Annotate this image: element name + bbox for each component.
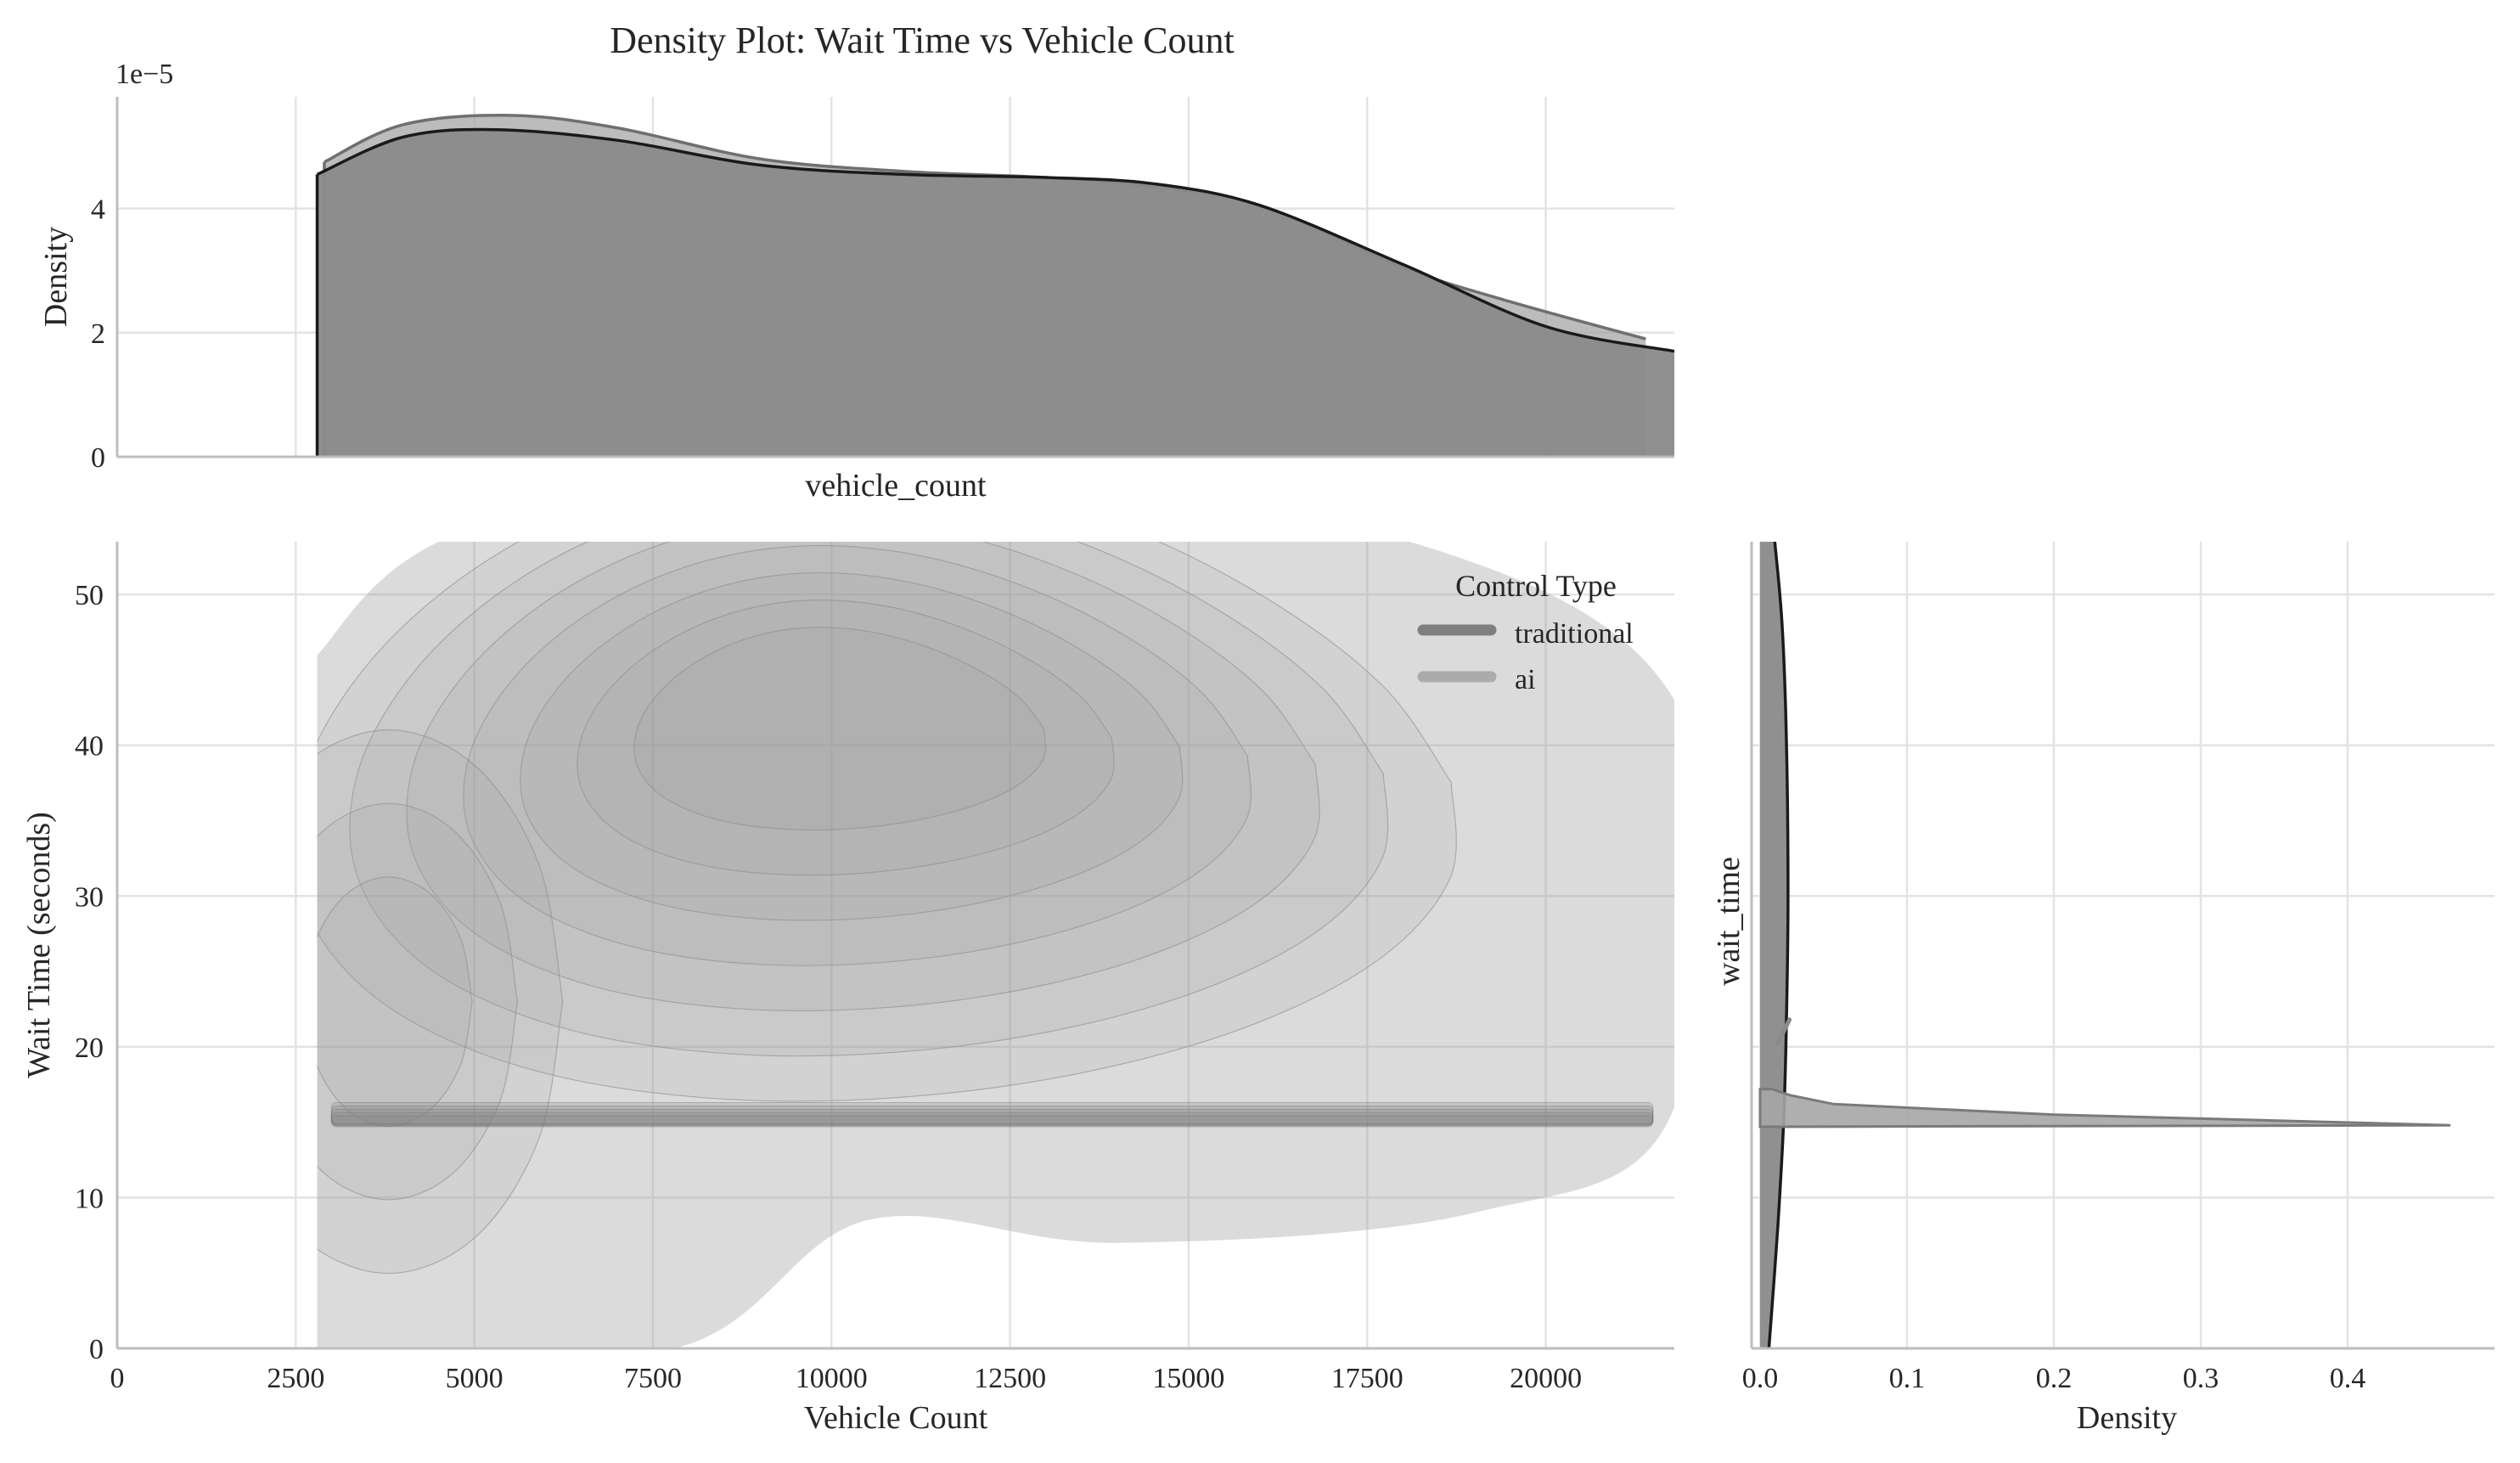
marginal-y-series xyxy=(1758,541,2451,1349)
main-y-tick-label: 50 xyxy=(75,580,104,611)
marginal-y-panel: 0.0 0.1 0.2 0.3 0.4 Density wait_time xyxy=(1711,541,2495,1436)
marginal-x-panel: 0 2 4 1e−5 Density vehicle_count xyxy=(38,59,1675,504)
contour-band-level xyxy=(520,571,1184,921)
contour-band-level xyxy=(349,542,1389,1057)
main-ylabel: Wait Time (seconds) xyxy=(21,812,57,1078)
marginal-x-ylabel: Density xyxy=(38,227,74,327)
main-kde-panel: 0 2500 5000 7500 10000 12500 15000 17500 20000 0 1… xyxy=(21,542,1674,1436)
legend-title: Control Type xyxy=(1455,569,1617,603)
contour-band-level xyxy=(317,802,519,1201)
main-y-tick-label: 30 xyxy=(75,881,104,913)
legend-label-traditional: traditional xyxy=(1515,618,1634,650)
marginal-y-grid xyxy=(1752,542,2495,1350)
contour-band-level xyxy=(317,729,564,1274)
main-x-tick-label: 0 xyxy=(110,1363,125,1394)
marginal-y-line-traditional xyxy=(1767,541,1790,1349)
main-y-tick-label: 20 xyxy=(75,1033,104,1064)
main-x-tick-label: 15000 xyxy=(1152,1363,1224,1394)
marginal-x-ticks: 0 2 4 xyxy=(91,194,105,474)
marginal-x-area-traditional xyxy=(317,129,1675,457)
marginal-y-tick-label: 0.0 xyxy=(1742,1363,1779,1394)
main-x-tick-label: 10000 xyxy=(796,1363,868,1394)
contour-band-level xyxy=(577,599,1115,876)
contour-band-level xyxy=(317,542,1457,1102)
chart-title: Density Plot: Wait Time vs Vehicle Count xyxy=(610,20,1235,61)
main-ticks: 0 2500 5000 7500 10000 12500 15000 17500 20000 0 1… xyxy=(75,580,1582,1394)
marginal-x-tick-label: 0 xyxy=(91,442,105,474)
marginal-x-offset-text: 1e−5 xyxy=(115,59,173,90)
contour-band-level xyxy=(633,627,1047,831)
main-x-tick-label: 20000 xyxy=(1510,1363,1582,1394)
marginal-y-tick-label: 0.2 xyxy=(2036,1363,2073,1394)
main-contours xyxy=(317,542,1674,1348)
main-x-tick-label: 7500 xyxy=(624,1363,682,1394)
marginal-y-tick-label: 0.3 xyxy=(2183,1363,2219,1394)
main-x-tick-label: 2500 xyxy=(267,1363,324,1394)
marginal-y-ylabel: wait_time xyxy=(1711,857,1747,986)
marginal-x-series xyxy=(315,114,1675,457)
legend-label-ai: ai xyxy=(1515,664,1536,695)
main-xlabel: Vehicle Count xyxy=(804,1400,988,1436)
contour-band-ai xyxy=(330,1105,1654,1127)
contour-band-level xyxy=(317,876,473,1127)
legend: Control Type traditional ai xyxy=(1417,569,1634,695)
marginal-x-xlabel: vehicle_count xyxy=(805,468,987,504)
main-y-tick-label: 0 xyxy=(89,1334,104,1365)
contour-bands xyxy=(317,542,1674,1348)
marginal-y-tick-label: 0.4 xyxy=(2330,1363,2366,1394)
contour-band-ai xyxy=(330,1108,1654,1126)
contour-band-ai xyxy=(330,1115,1654,1124)
main-y-tick-label: 40 xyxy=(75,731,104,762)
main-x-tick-label: 5000 xyxy=(446,1363,503,1394)
contour-band-level xyxy=(406,542,1320,1012)
marginal-y-area-ai xyxy=(1758,1088,2451,1128)
contour-band-level xyxy=(463,544,1252,966)
marginal-x-tick-label: 2 xyxy=(91,318,105,350)
marginal-y-ai-blip xyxy=(1775,1017,1792,1046)
contour-band-ai xyxy=(330,1111,1654,1125)
marginal-x-line-traditional xyxy=(316,127,1675,353)
marginal-y-xlabel: Density xyxy=(2077,1400,2177,1436)
contour-band-outer xyxy=(317,542,1674,1348)
marginal-x-tick-label: 4 xyxy=(91,194,105,226)
marginal-y-ticks: 0.0 0.1 0.2 0.3 0.4 xyxy=(1742,1363,2366,1394)
main-x-tick-label: 17500 xyxy=(1331,1363,1403,1394)
marginal-y-tick-label: 0.1 xyxy=(1889,1363,1926,1394)
contour-band-ai xyxy=(330,1102,1654,1128)
main-y-tick-label: 10 xyxy=(75,1183,104,1214)
main-x-tick-label: 12500 xyxy=(974,1363,1046,1394)
